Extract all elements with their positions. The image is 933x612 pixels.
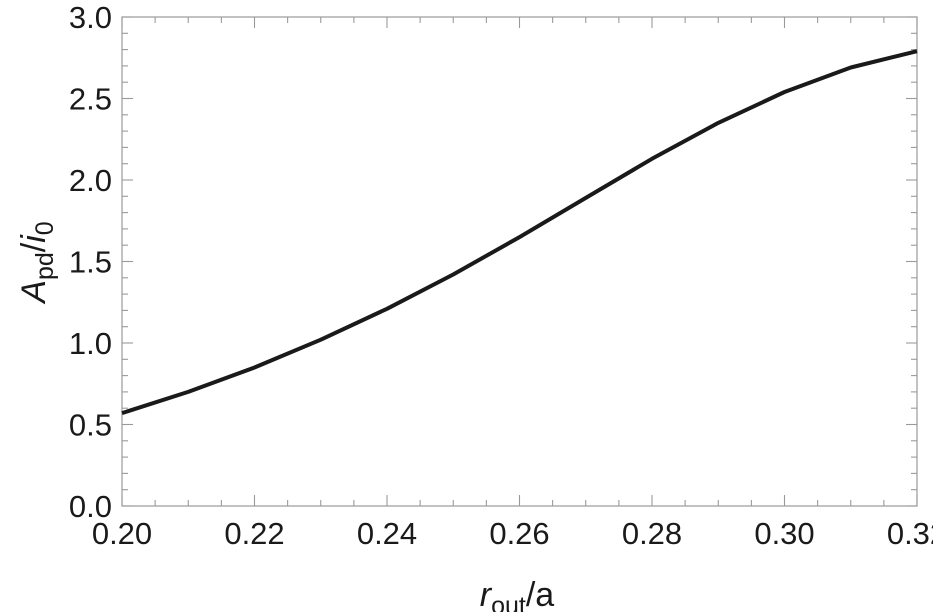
y-tick-label: 0.5 (69, 408, 112, 443)
y-axis-label-slash: / (15, 242, 53, 252)
y-axis-label-main: A (15, 280, 53, 305)
x-tick-label: 0.28 (622, 516, 682, 551)
y-tick-label: 0.0 (69, 489, 112, 524)
x-axis-label-main: r (480, 576, 493, 612)
x-axis-ticks (121, 17, 918, 506)
x-axis-label: rout/a (480, 576, 555, 612)
y-tick-label: 2.0 (69, 163, 112, 198)
x-axis-tick-labels: 0.20 0.22 0.24 0.26 0.28 0.30 0.32 (92, 516, 933, 551)
x-axis-label-subscript: out (491, 592, 526, 612)
x-axis-label-suffix: /a (526, 576, 554, 612)
series-layer (121, 49, 918, 416)
x-tick-label: 0.32 (887, 516, 933, 551)
x-tick-label: 0.26 (489, 516, 549, 551)
y-axis-tick-labels: 0.0 0.5 1.0 1.5 2.0 2.5 3.0 (69, 0, 112, 524)
y-tick-label: 1.0 (69, 326, 112, 361)
y-axis-label: Apd/i0 (15, 221, 59, 304)
series-line (121, 49, 918, 416)
x-tick-label: 0.22 (224, 516, 284, 551)
y-axis-label-subscript: pd (31, 252, 59, 280)
y-axis-label-denominator: i (15, 234, 53, 243)
x-tick-label: 0.30 (754, 516, 814, 551)
x-tick-label: 0.24 (357, 516, 417, 551)
plot-frame (121, 16, 918, 507)
y-tick-label: 2.5 (69, 82, 112, 117)
x-tick-label: 0.20 (92, 516, 152, 551)
y-axis-ticks (122, 16, 917, 507)
y-tick-label: 3.0 (69, 0, 112, 35)
y-axis-label-denominator-subscript: 0 (31, 221, 59, 235)
y-tick-label: 1.5 (69, 245, 112, 280)
